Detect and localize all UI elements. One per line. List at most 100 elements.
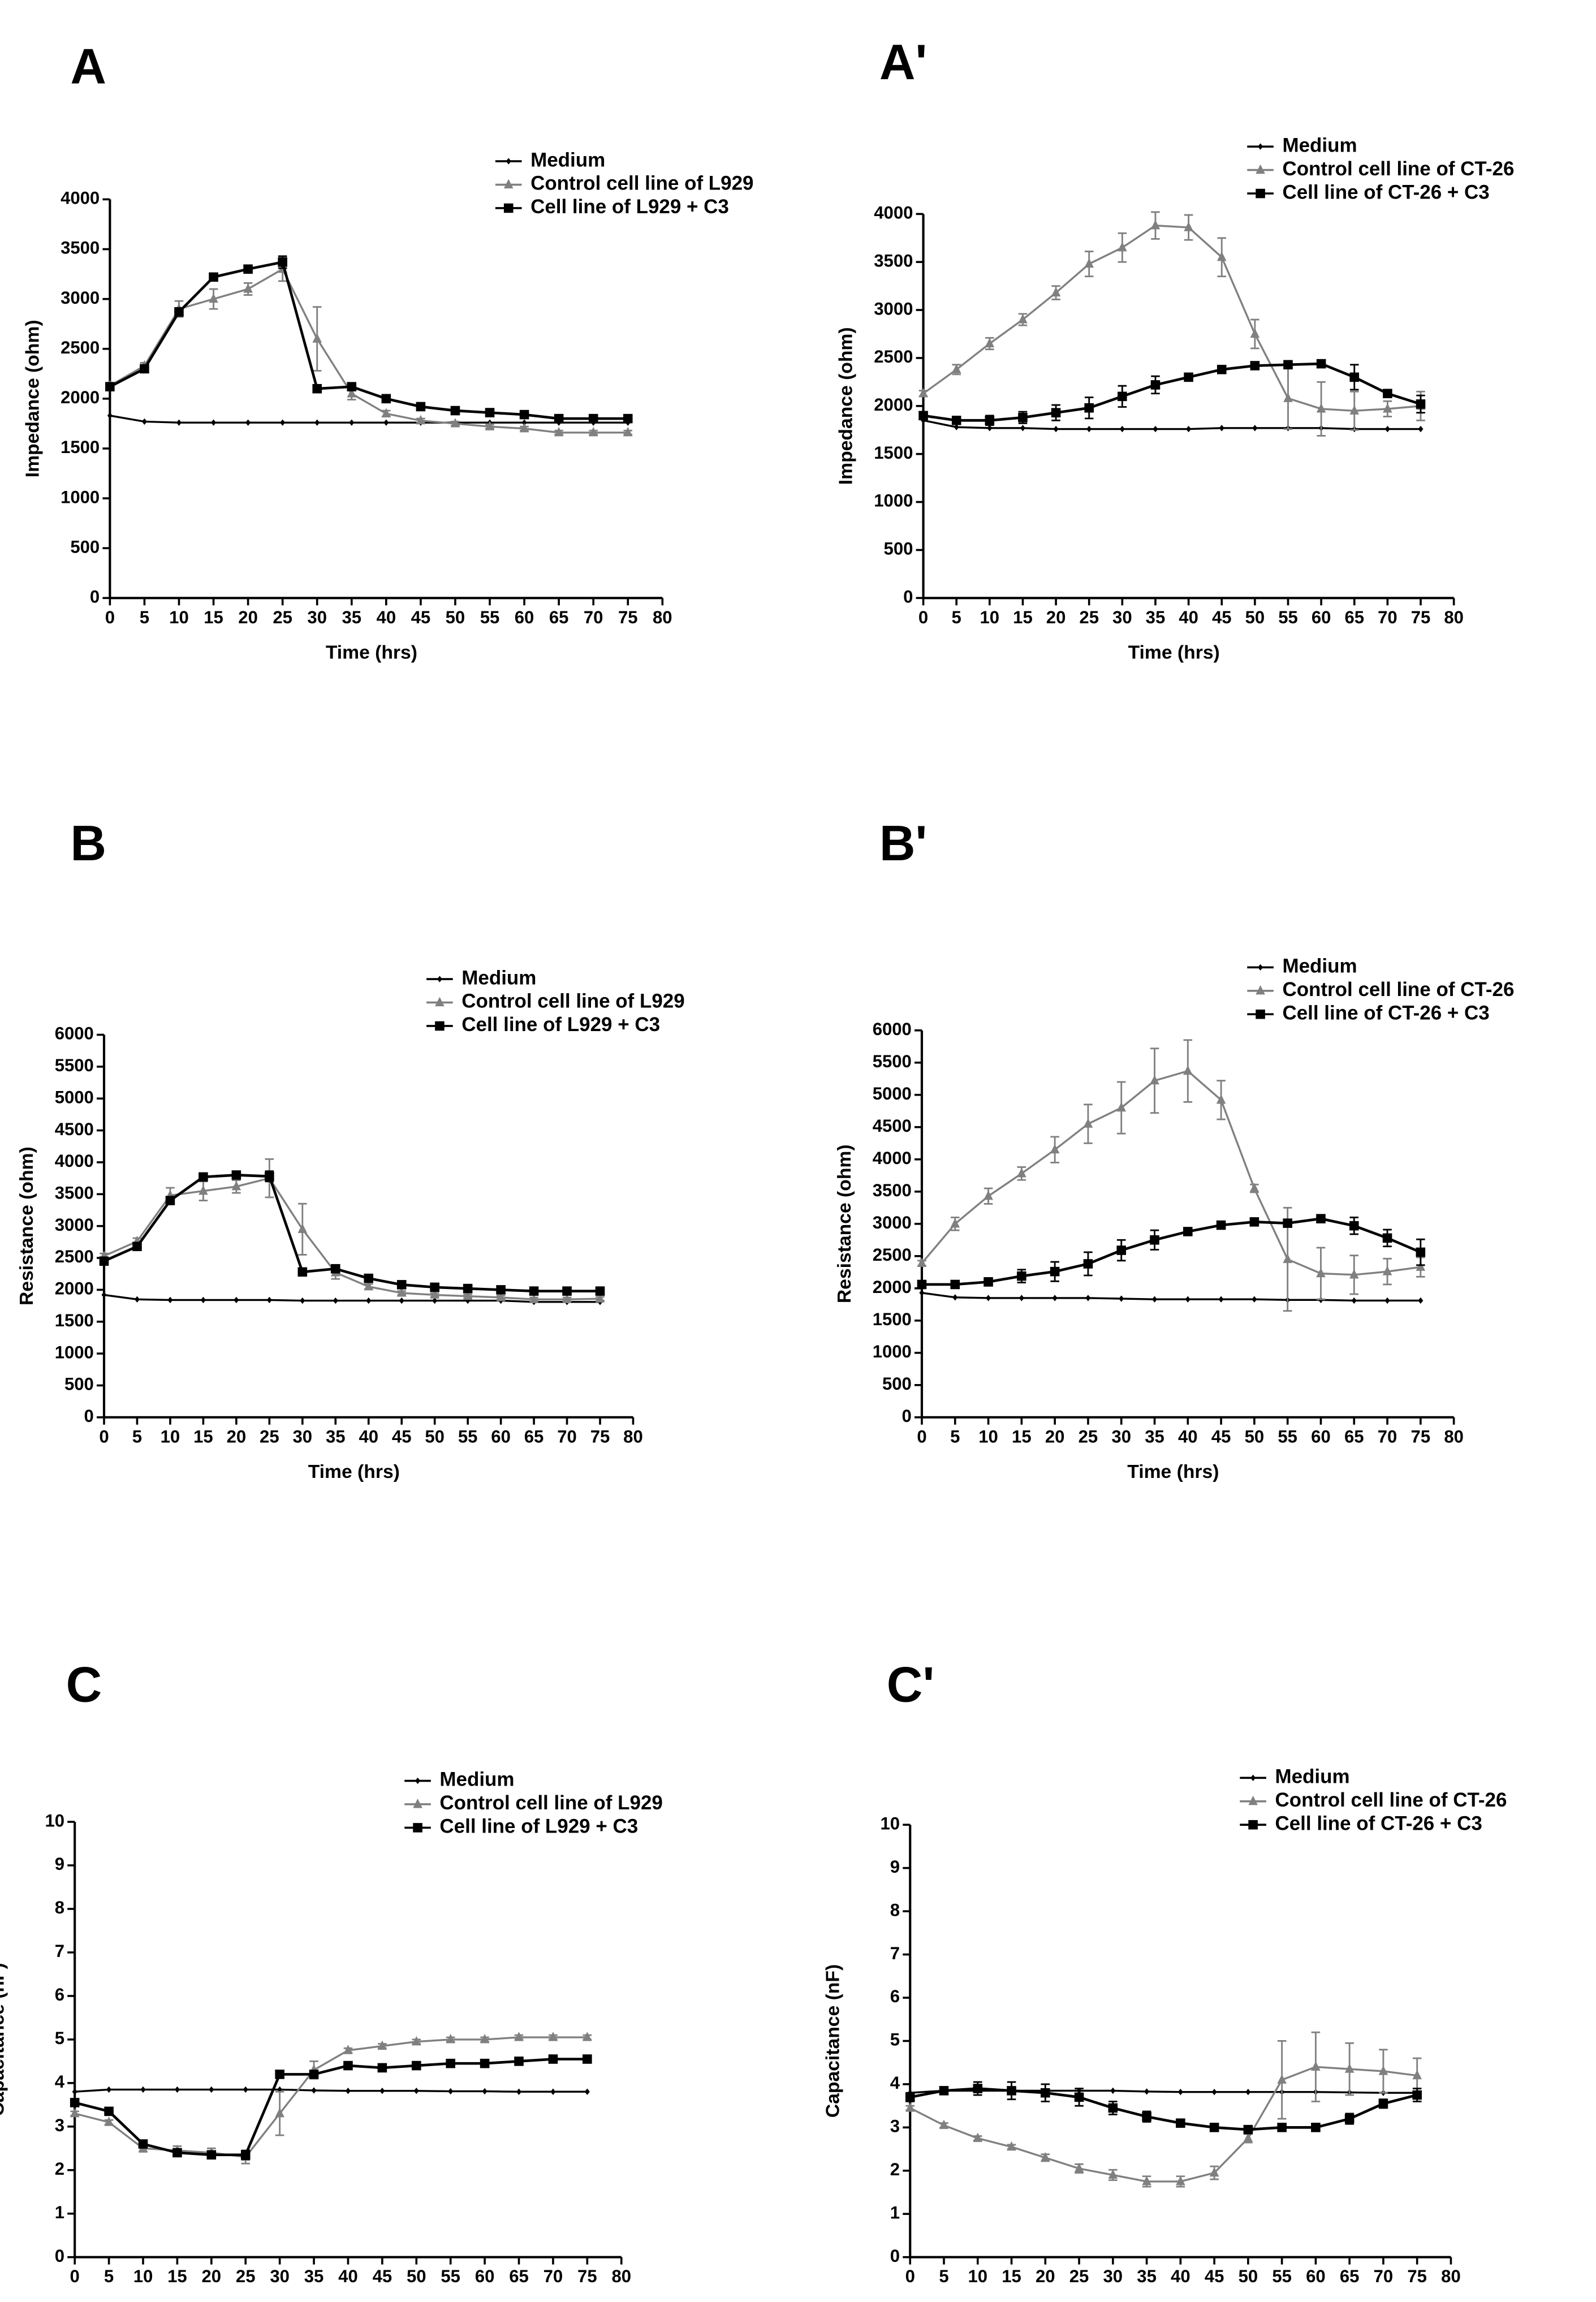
marker-triangle [450, 417, 460, 428]
marker-diamond [1110, 2087, 1116, 2094]
series-line [109, 260, 628, 420]
marker-triangle [463, 1290, 473, 1300]
x-tick-label: 55 [441, 2266, 460, 2286]
marker-triangle [396, 1287, 407, 1297]
x-tick-label: 60 [1312, 607, 1331, 627]
marker-triangle [231, 1180, 241, 1191]
legend-marker [1248, 1820, 1258, 1830]
marker-triangle [1050, 1144, 1060, 1154]
x-tick-label: 15 [1002, 2266, 1021, 2286]
x-tick-label: 75 [1407, 2266, 1427, 2286]
marker-triangle [562, 1294, 572, 1303]
legend-marker [435, 1021, 445, 1031]
x-tick-label: 40 [1179, 607, 1198, 627]
marker-square [312, 383, 322, 394]
marker-square [174, 307, 184, 317]
x-tick-label: 25 [236, 2266, 256, 2286]
legend-marker [1258, 143, 1263, 150]
marker-triangle [1416, 1261, 1426, 1271]
y-tick-label: 7 [55, 1941, 64, 1961]
marker-triangle [1083, 1118, 1093, 1128]
marker-diamond [243, 2086, 248, 2093]
y-tick-label: 1500 [61, 437, 100, 457]
x-tick-label: 45 [1212, 607, 1232, 627]
panel-label: A [70, 38, 106, 94]
marker-triangle [243, 283, 253, 293]
marker-triangle [514, 2032, 524, 2041]
y-tick-label: 0 [90, 587, 100, 606]
marker-diamond [1211, 2088, 1217, 2096]
marker-diamond [1019, 1295, 1024, 1301]
y-tick-label: 4000 [874, 203, 913, 223]
marker-square [496, 1285, 506, 1295]
marker-square [70, 2098, 80, 2107]
marker-triangle [297, 1223, 308, 1233]
panel-label: C [66, 1657, 102, 1713]
legend-label: Control cell line of CT-26 [1275, 1789, 1507, 1811]
x-tick-label: 80 [653, 607, 672, 627]
x-tick-label: 10 [978, 1426, 998, 1446]
marker-square [1416, 1247, 1426, 1257]
marker-diamond [101, 1291, 107, 1299]
x-tick-label: 65 [1340, 2266, 1360, 2286]
x-tick-label: 65 [524, 1426, 544, 1446]
marker-triangle [1378, 2066, 1388, 2075]
x-tick-label: 75 [590, 1426, 610, 1446]
marker-triangle [583, 2032, 592, 2041]
y-tick-label: 1 [55, 2202, 64, 2222]
marker-diamond [985, 1295, 991, 1301]
marker-square [1041, 2088, 1050, 2098]
legend-marker [1256, 164, 1265, 174]
marker-triangle [480, 2033, 490, 2044]
marker-diamond [954, 424, 959, 430]
marker-triangle [1382, 1266, 1392, 1275]
x-tick-label: 80 [1444, 607, 1464, 627]
x-tick-label: 35 [1146, 607, 1166, 627]
x-tick-label: 30 [293, 1426, 313, 1446]
legend-marker [506, 158, 511, 165]
marker-square [278, 257, 287, 267]
marker-square [1344, 2114, 1355, 2124]
x-tick-label: 80 [611, 2266, 631, 2286]
marker-square [485, 408, 495, 417]
y-axis-label: Capacitance (nF) [822, 1964, 843, 2118]
marker-square [240, 2150, 251, 2160]
marker-triangle [199, 1185, 208, 1195]
y-tick-label: 10 [45, 1810, 64, 1830]
y-tick-label: 2000 [55, 1279, 94, 1299]
marker-square [99, 1256, 109, 1266]
legend-label: Cell line of L929 + C3 [439, 1816, 638, 1838]
marker-diamond [1144, 2088, 1150, 2095]
marker-triangle [917, 1257, 927, 1267]
y-tick-label: 2 [890, 2159, 900, 2179]
marker-square [1050, 1266, 1060, 1277]
marker-diamond [550, 2088, 556, 2095]
marker-square [105, 382, 115, 391]
y-tick-label: 3000 [873, 1213, 912, 1232]
marker-square [1311, 2123, 1321, 2132]
marker-triangle [1108, 2169, 1118, 2179]
x-tick-label: 20 [202, 2266, 222, 2286]
y-tick-label: 3500 [61, 238, 100, 258]
marker-diamond [311, 2087, 317, 2094]
marker-square [562, 1286, 572, 1296]
y-tick-label: 500 [882, 1374, 912, 1394]
marker-square [1249, 1217, 1259, 1227]
x-tick-label: 35 [1145, 1426, 1164, 1446]
y-tick-label: 2000 [61, 387, 100, 407]
marker-diamond [234, 1296, 239, 1304]
y-tick-label: 2500 [55, 1247, 94, 1266]
y-tick-label: 5500 [55, 1055, 94, 1075]
marker-square [1150, 1235, 1159, 1245]
marker-triangle [554, 426, 564, 437]
y-tick-label: 0 [84, 1406, 94, 1426]
y-tick-label: 2000 [874, 395, 913, 415]
marker-diamond [167, 1296, 173, 1304]
y-tick-label: 8 [55, 1898, 64, 1917]
x-tick-label: 15 [193, 1426, 213, 1446]
x-tick-label: 45 [392, 1426, 412, 1446]
series-line [75, 2088, 588, 2093]
legend-marker [1256, 985, 1265, 995]
y-tick-label: 0 [903, 587, 913, 606]
x-tick-label: 20 [1045, 1426, 1065, 1446]
